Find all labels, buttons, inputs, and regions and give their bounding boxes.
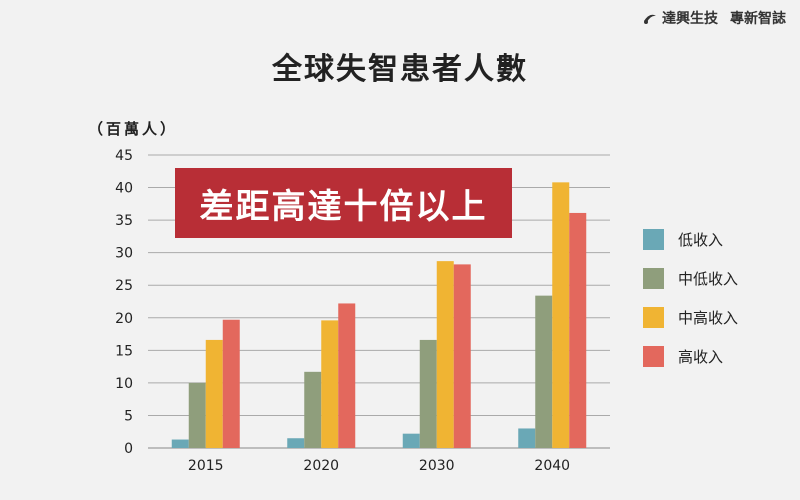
x-axis-ticks: 2015 2020 2030 2040 [188, 458, 570, 474]
bar [287, 438, 305, 448]
y-axis-unit: （百萬人） [88, 120, 179, 138]
bar [569, 212, 587, 448]
bar [453, 264, 471, 448]
x-tick-label: 2020 [303, 458, 339, 474]
bar [402, 433, 420, 448]
x-tick-label: 2040 [534, 458, 570, 474]
y-tick-label: 45 [115, 148, 133, 164]
chart-title: 全球失智患者人數 [272, 52, 528, 87]
y-axis-ticks: 0 5 10 15 20 25 30 35 40 45 [115, 148, 133, 457]
y-tick-label: 40 [115, 181, 133, 197]
legend-swatch [643, 346, 664, 367]
legend-label: 高收入 [678, 348, 724, 366]
y-tick-label: 5 [124, 408, 133, 424]
legend-label: 中低收入 [678, 270, 739, 288]
legend-item: 中低收入 [643, 259, 738, 298]
bar [171, 439, 189, 448]
y-tick-label: 0 [124, 441, 133, 457]
brand-header: 達興生技 專新智誌 [642, 8, 786, 28]
y-tick-label: 30 [115, 246, 133, 262]
y-tick-label: 25 [115, 278, 133, 294]
x-tick-label: 2030 [419, 458, 455, 474]
bar [518, 428, 536, 448]
legend-label: 中高收入 [678, 309, 739, 327]
legend-label: 低收入 [678, 231, 724, 249]
bar [338, 303, 356, 448]
legend: 低收入中低收入中高收入高收入 [643, 220, 738, 376]
bar [321, 320, 339, 448]
y-tick-label: 15 [115, 343, 133, 359]
y-tick-label: 10 [115, 376, 133, 392]
bars [171, 182, 587, 448]
bar [535, 295, 553, 448]
legend-swatch [643, 229, 664, 250]
legend-item: 低收入 [643, 220, 738, 259]
legend-item: 高收入 [643, 337, 738, 376]
bar [436, 261, 454, 448]
brand-name: 達興生技 [662, 11, 718, 27]
legend-swatch [643, 268, 664, 289]
bar [552, 182, 570, 448]
legend-item: 中高收入 [643, 298, 738, 337]
brand-suffix: 專新智誌 [730, 11, 786, 27]
brand-logo-icon [644, 14, 656, 24]
annotation-banner: 差距高達十倍以上 [175, 168, 512, 238]
bar [304, 371, 322, 448]
bar [188, 382, 206, 448]
bar [205, 339, 223, 448]
y-tick-label: 35 [115, 213, 133, 229]
y-tick-label: 20 [115, 311, 133, 327]
legend-swatch [643, 307, 664, 328]
bar [419, 339, 437, 448]
bar [222, 319, 240, 448]
x-tick-label: 2015 [188, 458, 224, 474]
